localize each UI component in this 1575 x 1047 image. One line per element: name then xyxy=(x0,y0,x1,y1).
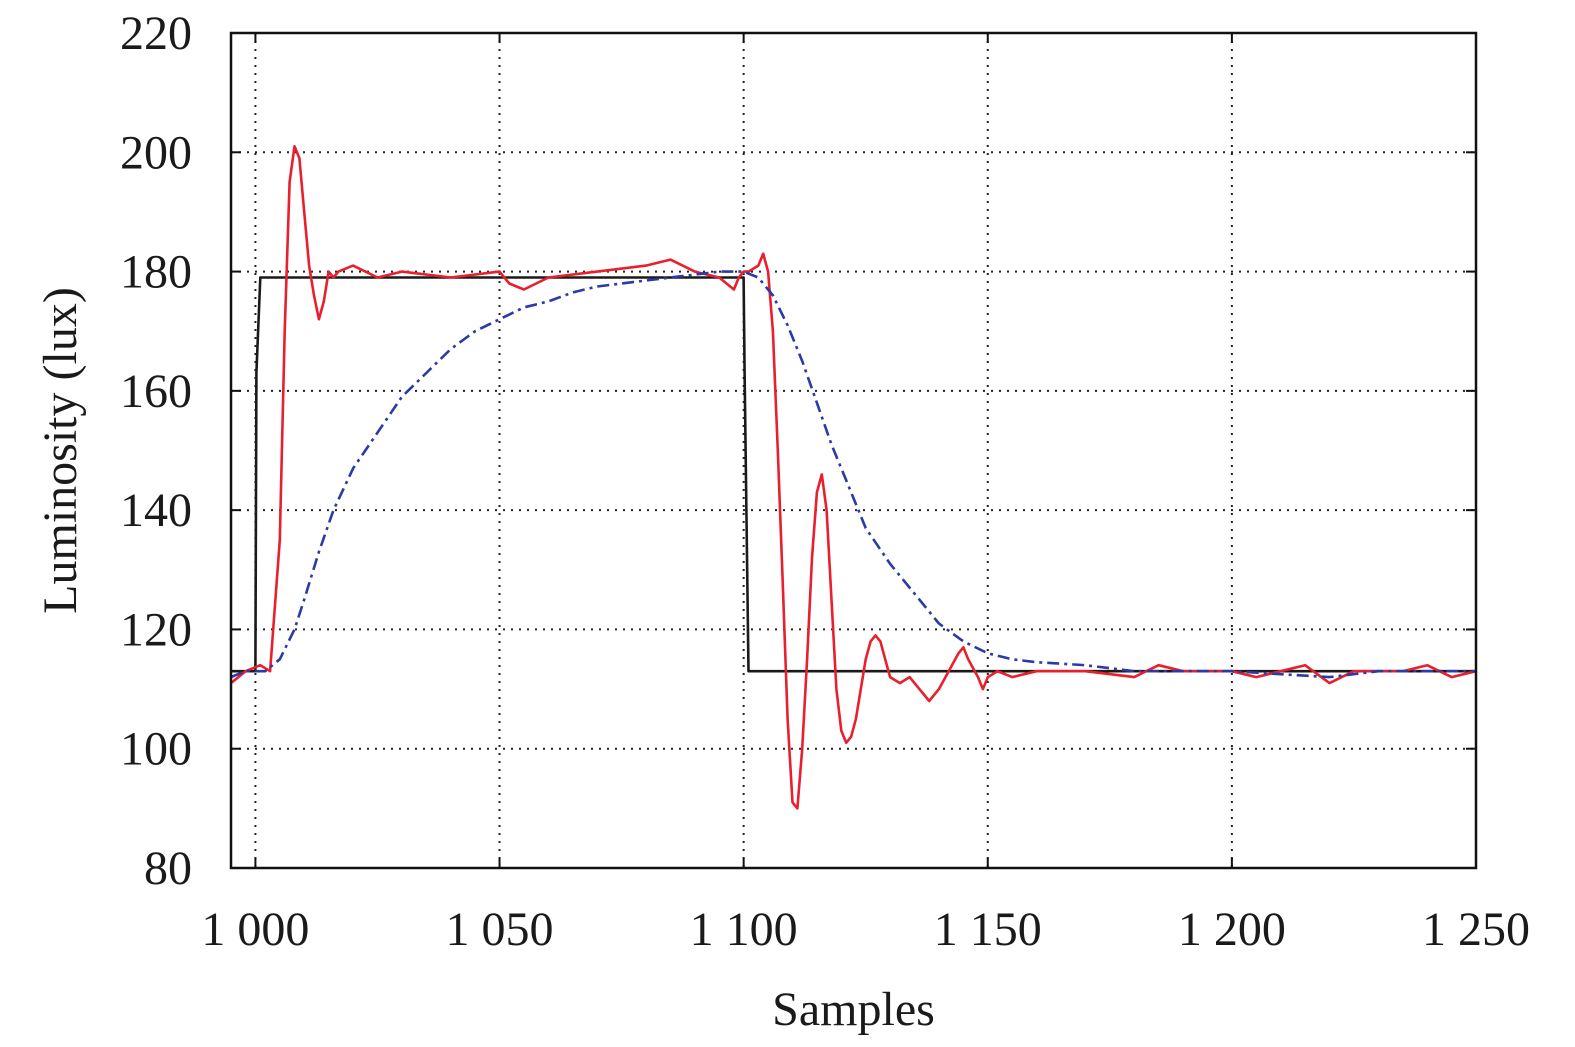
grid xyxy=(231,33,1476,868)
y-axis-title: Luminosity (lux) xyxy=(34,287,87,614)
reference-line xyxy=(231,276,1476,673)
x-tick-label: 1 050 xyxy=(446,903,554,956)
x-tick-label: 1 150 xyxy=(934,903,1042,956)
y-tick-label: 140 xyxy=(120,484,192,537)
y-tick-label: 80 xyxy=(144,842,192,895)
series-layer xyxy=(230,145,1477,810)
x-tick-labels: 1 000 1 050 1 100 1 150 1 200 1 250 xyxy=(201,903,1530,956)
y-tick-labels: 80 100 120 140 160 180 200 220 xyxy=(120,7,192,895)
x-tick-label: 1 200 xyxy=(1178,903,1286,956)
y-tick-label: 160 xyxy=(120,365,192,418)
y-tick-label: 180 xyxy=(120,246,192,299)
blue-response-line xyxy=(230,270,1476,679)
red-response-line xyxy=(230,145,1477,810)
y-tick-label: 120 xyxy=(120,603,192,656)
x-axis-title: Samples xyxy=(772,983,935,1036)
y-tick-label: 200 xyxy=(120,126,192,179)
plot-frame xyxy=(229,31,1478,870)
y-tick-label: 100 xyxy=(120,723,192,776)
y-tick-label: 220 xyxy=(120,7,192,60)
x-tick-label: 1 250 xyxy=(1422,903,1530,956)
x-tick-label: 1 100 xyxy=(690,903,798,956)
ticks xyxy=(231,32,1477,869)
x-tick-label: 1 000 xyxy=(201,903,309,956)
